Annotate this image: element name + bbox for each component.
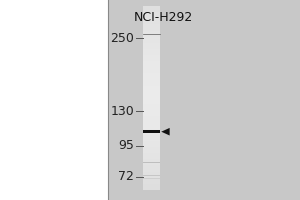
Bar	[143, 12, 160, 18]
Bar	[143, 67, 160, 73]
Bar	[143, 24, 160, 31]
Bar	[143, 147, 160, 153]
Bar	[143, 123, 160, 129]
Bar	[143, 6, 160, 190]
Bar	[143, 184, 160, 190]
Bar	[108, 0, 300, 200]
Bar	[143, 49, 160, 55]
Polygon shape	[161, 128, 170, 136]
Bar	[143, 55, 160, 61]
Bar	[143, 116, 160, 123]
Bar	[143, 110, 160, 116]
Bar	[143, 37, 160, 43]
Bar	[143, 6, 160, 12]
Bar	[143, 98, 160, 104]
Bar	[143, 61, 160, 67]
Bar	[143, 153, 160, 159]
Bar	[143, 159, 160, 165]
Bar	[143, 18, 160, 24]
Bar	[143, 31, 160, 37]
Bar	[143, 162, 160, 163]
Bar	[143, 43, 160, 49]
Text: 72: 72	[118, 170, 134, 183]
Text: 95: 95	[118, 139, 134, 152]
Bar	[143, 175, 160, 176]
Bar	[143, 178, 160, 179]
Bar	[143, 80, 160, 86]
Text: 250: 250	[110, 32, 134, 45]
Bar	[143, 86, 160, 92]
Bar	[143, 165, 160, 172]
Bar	[143, 141, 160, 147]
Bar	[143, 73, 160, 80]
Text: NCI-H292: NCI-H292	[134, 11, 193, 24]
Bar	[143, 178, 160, 184]
Bar	[143, 135, 160, 141]
Text: 130: 130	[110, 105, 134, 118]
Bar	[143, 130, 160, 133]
Bar	[143, 129, 160, 135]
Bar	[143, 172, 160, 178]
Bar	[143, 104, 160, 110]
Bar	[143, 92, 160, 98]
